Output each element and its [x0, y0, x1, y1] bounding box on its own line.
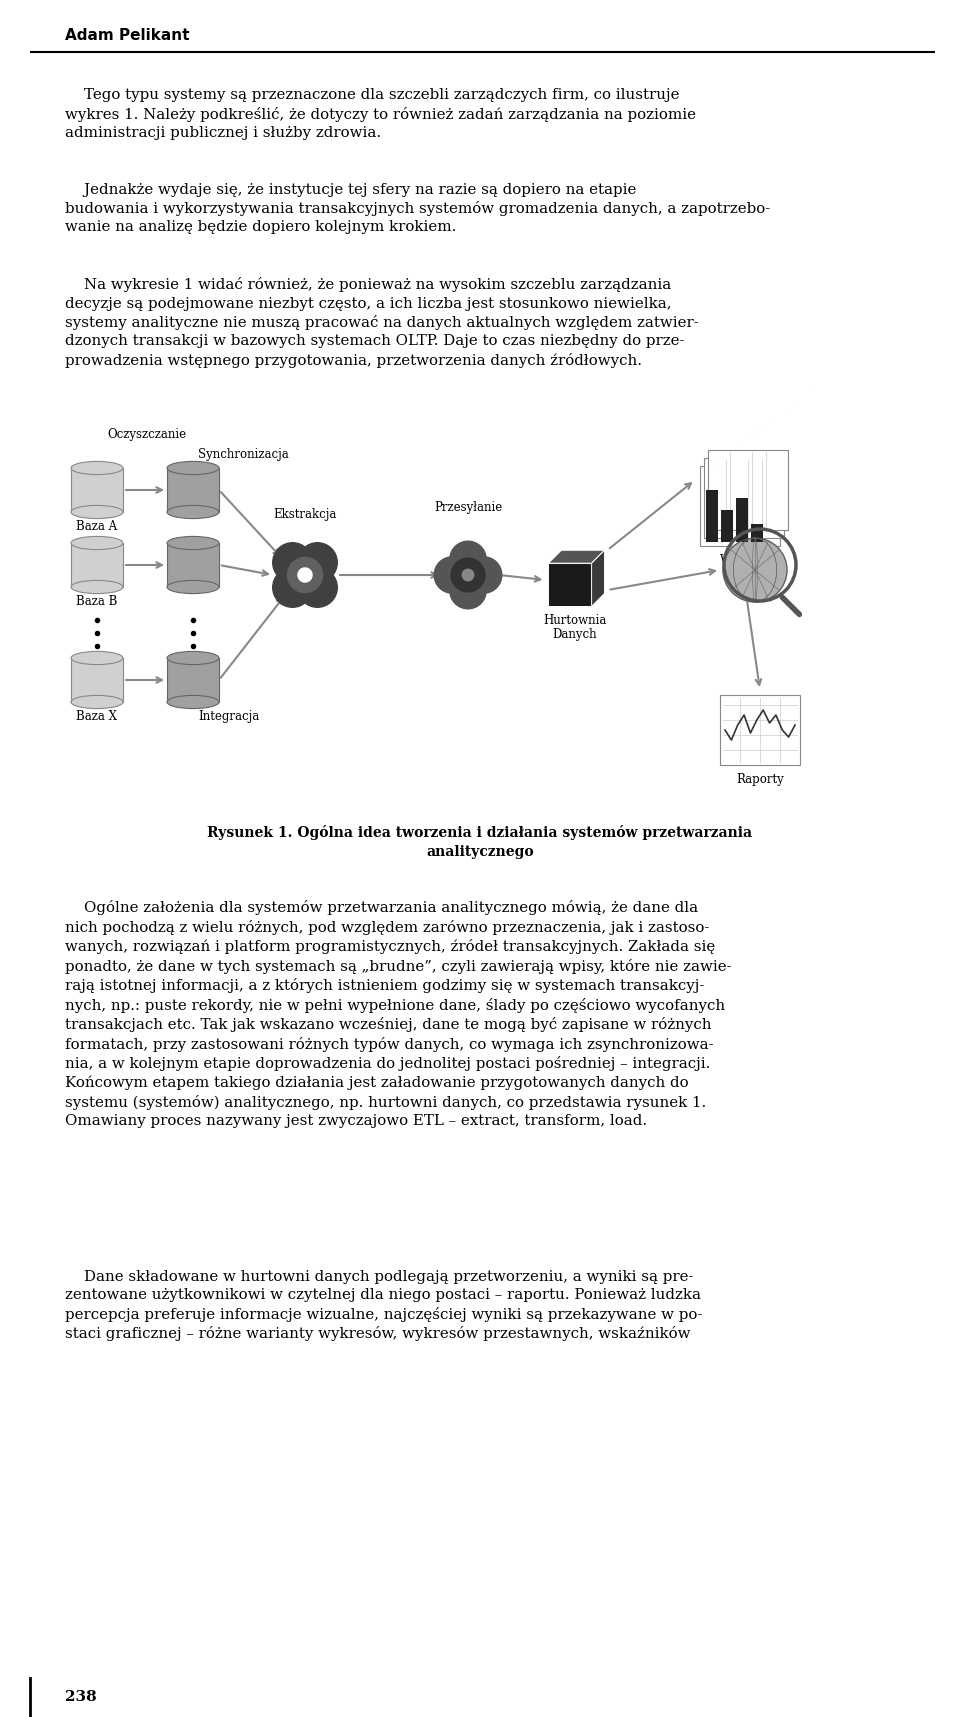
Bar: [167, 543, 219, 587]
Circle shape: [451, 558, 485, 592]
Bar: [704, 458, 784, 537]
Circle shape: [273, 568, 312, 608]
Ellipse shape: [71, 651, 123, 664]
Bar: [736, 498, 748, 543]
Text: Wnioski: Wnioski: [720, 555, 768, 567]
Bar: [71, 469, 123, 512]
Circle shape: [273, 543, 312, 582]
Circle shape: [287, 558, 323, 592]
Text: Synchronizacja: Synchronizacja: [198, 448, 289, 460]
Text: Baza B: Baza B: [76, 596, 118, 608]
Text: Integracja: Integracja: [198, 711, 259, 723]
Text: analitycznego: analitycznego: [426, 845, 534, 858]
Ellipse shape: [71, 580, 123, 594]
Circle shape: [466, 556, 502, 592]
Text: Hurtownia: Hurtownia: [543, 615, 607, 627]
Circle shape: [450, 541, 486, 577]
Ellipse shape: [167, 695, 219, 709]
Text: Ekstrakcja: Ekstrakcja: [274, 508, 337, 520]
Bar: [720, 695, 800, 766]
Circle shape: [298, 568, 337, 608]
Circle shape: [298, 543, 337, 582]
Ellipse shape: [167, 462, 219, 474]
Circle shape: [463, 570, 473, 580]
Text: Oczyszczanie: Oczyszczanie: [107, 428, 186, 441]
Bar: [708, 450, 788, 531]
Ellipse shape: [167, 580, 219, 594]
Text: Ogólne założenia dla systemów przetwarzania analitycznego mówią, że dane dla
nic: Ogólne założenia dla systemów przetwarza…: [65, 900, 732, 1128]
Text: Rysunek 1. Ogólna idea tworzenia i działania systemów przetwarzania: Rysunek 1. Ogólna idea tworzenia i dział…: [207, 824, 753, 840]
Circle shape: [298, 568, 312, 582]
Polygon shape: [591, 549, 605, 606]
Bar: [700, 465, 780, 546]
Text: Tego typu systemy są przeznaczone dla szczebli zarządczych firm, co ilustruje
wy: Tego typu systemy są przeznaczone dla sz…: [65, 88, 696, 139]
Ellipse shape: [167, 651, 219, 664]
Text: Raporty: Raporty: [736, 773, 784, 786]
Bar: [751, 524, 763, 543]
Text: Na wykresie 1 widać również, że ponieważ na wysokim szczeblu zarządzania
decyzje: Na wykresie 1 widać również, że ponieważ…: [65, 278, 699, 367]
Bar: [706, 489, 718, 543]
Text: 238: 238: [65, 1690, 97, 1703]
Bar: [721, 510, 733, 543]
Circle shape: [450, 572, 486, 610]
Circle shape: [434, 556, 470, 592]
Ellipse shape: [71, 695, 123, 709]
Polygon shape: [548, 563, 591, 606]
Bar: [167, 658, 219, 702]
Polygon shape: [548, 549, 605, 563]
Text: Dane składowane w hurtowni danych podlegają przetworzeniu, a wyniki są pre-
zent: Dane składowane w hurtowni danych podleg…: [65, 1271, 703, 1341]
Text: Adam Pelikant: Adam Pelikant: [65, 27, 189, 43]
Bar: [167, 469, 219, 512]
Ellipse shape: [71, 462, 123, 474]
Ellipse shape: [167, 536, 219, 549]
Text: Przesyłanie: Przesyłanie: [434, 501, 502, 513]
Bar: [71, 658, 123, 702]
Bar: [71, 543, 123, 587]
Text: Baza A: Baza A: [77, 520, 117, 532]
Ellipse shape: [167, 505, 219, 519]
Ellipse shape: [71, 505, 123, 519]
Text: Danych: Danych: [553, 628, 597, 642]
Text: Jednakże wydaje się, że instytucje tej sfery na razie są dopiero na etapie
budow: Jednakże wydaje się, że instytucje tej s…: [65, 182, 770, 235]
Ellipse shape: [71, 536, 123, 549]
Circle shape: [723, 537, 787, 603]
Text: Baza X: Baza X: [77, 711, 117, 723]
